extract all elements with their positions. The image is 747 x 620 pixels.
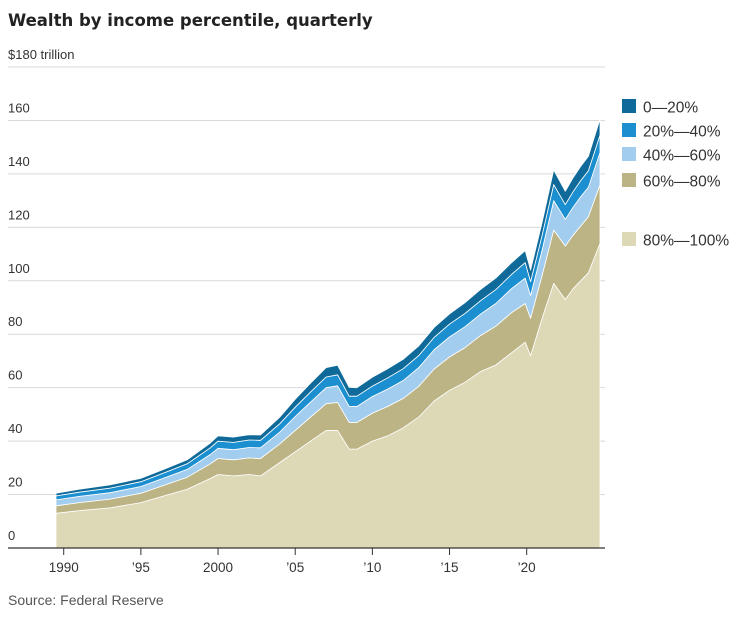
source-note: Source: Federal Reserve bbox=[8, 592, 164, 608]
y-tick-label: 20 bbox=[8, 475, 22, 490]
y-axis: 0 20 40 60 80 100 120 140 160 $180 trillion bbox=[8, 47, 75, 543]
y-tick-label: 140 bbox=[8, 154, 30, 169]
legend-label: 40%—60% bbox=[643, 148, 721, 165]
y-tick-label: $180 trillion bbox=[8, 47, 75, 62]
legend-swatch-p0_20 bbox=[622, 99, 636, 113]
x-tick-label: ’15 bbox=[441, 560, 459, 575]
area-series-p0_20 bbox=[55, 118, 601, 497]
chart-title: Wealth by income percentile, quarterly bbox=[8, 11, 373, 30]
legend-label: 0—20% bbox=[643, 100, 698, 117]
x-axis: 1990 ’95 2000 ’05 ’10 ’15 ’20 bbox=[49, 548, 536, 575]
gridlines bbox=[8, 66, 605, 496]
y-tick-label: 120 bbox=[8, 207, 30, 222]
y-tick-label: 60 bbox=[8, 368, 22, 383]
x-tick-label: ’05 bbox=[286, 560, 304, 575]
x-tick-label: ’10 bbox=[363, 560, 381, 575]
stacked-areas bbox=[55, 118, 601, 549]
y-tick-label: 80 bbox=[8, 314, 22, 329]
legend-label: 20%—40% bbox=[643, 124, 721, 141]
legend-swatch-p60_80 bbox=[622, 173, 636, 187]
x-tick-label: ’20 bbox=[518, 560, 536, 575]
y-tick-label: 40 bbox=[8, 421, 22, 436]
legend-label: 60%—80% bbox=[643, 174, 721, 191]
legend-swatch-p20_40 bbox=[622, 123, 636, 137]
legend-swatch-p80_100 bbox=[622, 232, 636, 246]
legend-label: 80%—100% bbox=[643, 233, 729, 250]
legend: 0—20% 20%—40% 40%—60% 60%—80% 80%—100% bbox=[622, 99, 729, 250]
x-tick-label: ’95 bbox=[132, 560, 150, 575]
x-tick-label: 2000 bbox=[203, 560, 233, 575]
y-tick-label: 0 bbox=[8, 528, 15, 543]
legend-swatch-p40_60 bbox=[622, 147, 636, 161]
y-tick-label: 100 bbox=[8, 261, 30, 276]
x-tick-label: 1990 bbox=[49, 560, 79, 575]
y-tick-label: 160 bbox=[8, 100, 30, 115]
